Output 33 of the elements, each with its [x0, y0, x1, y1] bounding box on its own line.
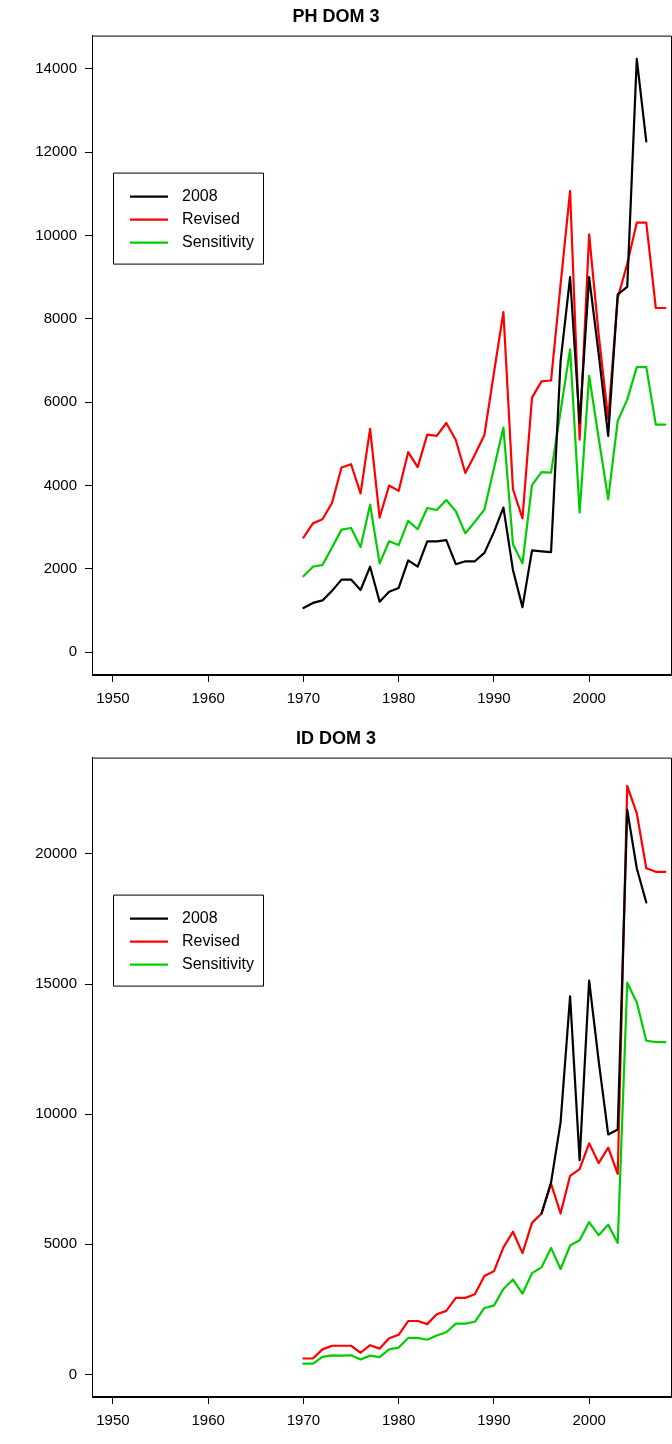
- legend-label: 2008: [182, 909, 218, 927]
- chart-title: PH DOM 3: [292, 5, 380, 26]
- x-tick-label: 1990: [477, 1411, 511, 1429]
- legend-label: 2008: [182, 187, 218, 205]
- y-tick-label: 14000: [35, 59, 77, 77]
- x-tick-label: 1980: [381, 1411, 416, 1429]
- x-tick-label: 1970: [286, 689, 321, 707]
- x-tick-label: 1950: [96, 689, 130, 707]
- y-tick-label: 2000: [43, 558, 77, 576]
- x-tick-label: 1980: [381, 689, 416, 707]
- legend-label: Revised: [182, 210, 240, 228]
- y-tick-label: 20000: [35, 844, 77, 862]
- legend-label: Sensitivity: [182, 955, 255, 973]
- y-tick-label: 6000: [43, 392, 77, 410]
- x-tick-label: 1970: [286, 1411, 321, 1429]
- y-tick-label: 15000: [35, 974, 77, 992]
- chart-title: ID DOM 3: [295, 727, 377, 748]
- y-tick-label: 4000: [43, 475, 77, 493]
- y-tick-label: 10000: [35, 225, 77, 243]
- legend-label: Sensitivity: [182, 233, 255, 251]
- y-tick-label: 8000: [43, 308, 77, 326]
- x-tick-label: 2000: [572, 1411, 606, 1429]
- y-tick-label: 10000: [35, 1104, 77, 1122]
- x-tick-label: 1950: [96, 1411, 130, 1429]
- legend-label: Revised: [182, 932, 240, 950]
- x-tick-label: 2000: [572, 689, 606, 707]
- y-tick-label: 5000: [43, 1234, 77, 1252]
- y-tick-label: 0: [68, 642, 77, 660]
- x-tick-label: 1960: [191, 1411, 225, 1429]
- y-tick-label: 0: [68, 1364, 77, 1382]
- x-tick-label: 1990: [477, 689, 511, 707]
- y-tick-label: 12000: [35, 142, 77, 160]
- x-tick-label: 1960: [191, 689, 225, 707]
